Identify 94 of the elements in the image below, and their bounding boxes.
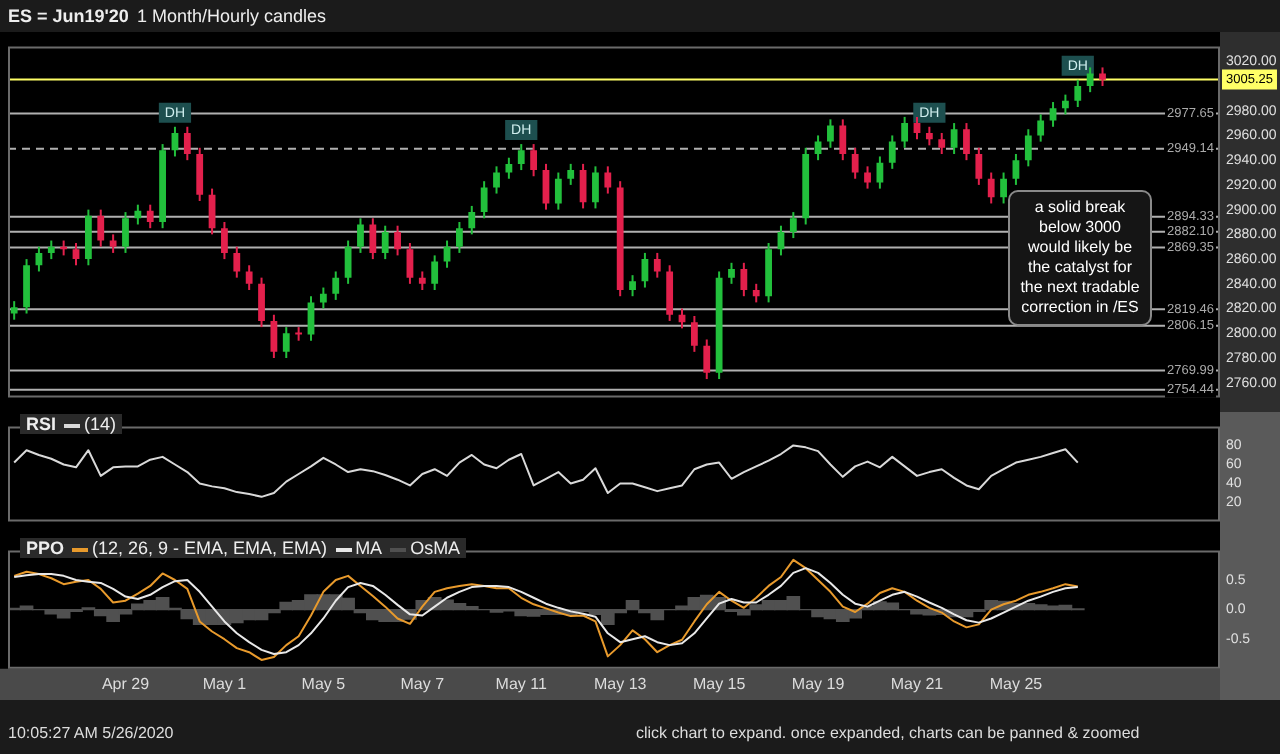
candlestick <box>196 146 204 202</box>
candlestick <box>493 165 500 195</box>
legend-label: (12, 26, 9 - EMA, EMA, EMA) <box>90 538 328 558</box>
candlestick <box>319 286 327 310</box>
text: 10:05:27 AM 5/26/2020 <box>8 724 174 742</box>
candlestick <box>47 239 55 261</box>
x-tick-label: May 5 <box>301 674 347 693</box>
candlestick <box>728 261 735 285</box>
candlestick <box>307 295 315 342</box>
candlestick <box>332 270 340 301</box>
candlestick <box>406 242 414 285</box>
candlestick <box>72 242 80 267</box>
candlestick <box>975 146 983 186</box>
candlestick <box>270 313 278 360</box>
candlestick <box>851 146 859 180</box>
candlestick <box>109 233 117 254</box>
candlestick <box>554 171 562 211</box>
candlestick <box>530 143 538 178</box>
candlestick <box>97 208 105 248</box>
candlestick <box>1086 66 1094 94</box>
candlestick <box>604 165 612 195</box>
candlestick <box>876 155 884 190</box>
candlestick <box>666 264 674 322</box>
candlestick <box>381 224 389 261</box>
candlestick <box>456 221 463 254</box>
candlestick <box>480 180 488 220</box>
candlestick <box>1037 113 1045 143</box>
candlestick <box>122 211 129 254</box>
candlestick <box>418 270 426 292</box>
candlestick <box>1012 152 1020 186</box>
legend-label: MA <box>353 538 383 558</box>
candlestick <box>752 282 760 304</box>
x-tick-label: May 7 <box>400 674 446 693</box>
candlestick <box>1049 101 1057 128</box>
candlestick <box>629 274 636 298</box>
candlestick <box>950 122 958 155</box>
chart-title: PPO <box>26 538 65 558</box>
chart-subtitle: 1 Month/Hourly candles <box>136 6 326 26</box>
candlestick <box>1024 128 1032 168</box>
candlestick <box>1000 171 1007 205</box>
chart-title: RSI <box>26 414 57 434</box>
candlestick <box>740 261 748 298</box>
candlestick <box>23 258 30 315</box>
x-tick-label: May 1 <box>202 674 248 693</box>
candlestick <box>84 208 92 267</box>
candlestick <box>517 143 525 172</box>
candlestick <box>765 242 772 304</box>
candlestick <box>703 338 711 381</box>
candlestick <box>963 122 970 162</box>
candlestick <box>233 245 241 279</box>
candlestick <box>925 125 933 147</box>
candlestick <box>1099 66 1106 87</box>
candlestick <box>282 326 290 360</box>
candlestick <box>690 314 698 353</box>
text: click chart to expand. once expanded, charts can be panned & zoomed <box>636 724 1140 742</box>
legend-label: (14) <box>82 414 117 434</box>
candlestick <box>987 171 995 205</box>
candlestick <box>468 204 476 236</box>
x-tick-label: May 15 <box>692 674 747 693</box>
chart-title: ES = Jun19'20 <box>8 6 129 26</box>
candlestick <box>653 251 661 279</box>
candlestick <box>258 276 265 329</box>
candlestick <box>789 211 797 240</box>
candlestick <box>864 165 871 190</box>
candlestick <box>1074 78 1082 108</box>
candlestick <box>10 300 18 321</box>
candlestick <box>567 162 575 186</box>
legend-label: OsMA <box>408 538 461 558</box>
annotation: a solid break below 3000 would likely be the catalyst for the next tradable correction in /ES <box>1008 190 1152 326</box>
candlestick <box>245 264 253 292</box>
candlestick <box>221 221 228 261</box>
candlestick <box>888 134 896 170</box>
candlestick <box>146 203 154 230</box>
x-tick-label: May 19 <box>791 674 846 693</box>
x-tick-label: May 21 <box>890 674 945 693</box>
candlestick <box>901 115 909 149</box>
candlestick <box>1062 93 1069 116</box>
candlestick <box>505 156 513 180</box>
x-tick-label: May 13 <box>593 674 648 693</box>
candlestick <box>369 217 377 261</box>
candlestick <box>183 125 191 162</box>
candlestick <box>913 115 921 141</box>
candlestick <box>592 165 599 210</box>
x-tick-label: May 25 <box>989 674 1044 693</box>
candlestick <box>357 217 364 254</box>
candlestick <box>839 118 847 162</box>
x-tick-label: May 11 <box>495 674 548 693</box>
x-tick-label: Apr 29 <box>101 674 151 693</box>
candlestick <box>134 203 142 226</box>
candlestick <box>344 239 352 285</box>
candlestick <box>431 254 439 292</box>
candlestick <box>827 118 834 149</box>
candlestick <box>938 131 946 155</box>
candlestick <box>394 224 401 257</box>
